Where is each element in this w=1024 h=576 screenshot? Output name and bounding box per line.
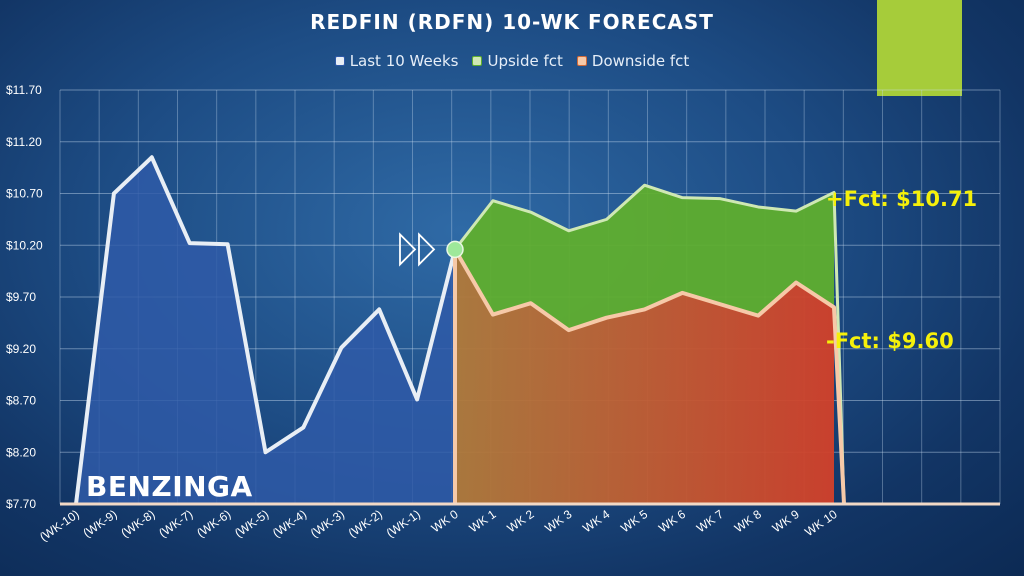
data-point-downside (643, 308, 646, 311)
data-point-downside (719, 303, 722, 306)
data-point-last-10-weeks (302, 426, 305, 429)
data-point-last-10-weeks (112, 192, 115, 195)
data-point-downside (605, 316, 608, 319)
x-tick-label: WK 4 (580, 507, 612, 535)
arrow-icon (418, 232, 436, 267)
legend: Last 10 Weeks Upside fct Downside fct (0, 52, 1024, 70)
y-tick-label: $9.20 (6, 342, 36, 356)
x-tick-label: WK 0 (429, 507, 461, 535)
x-tick-label: WK 1 (467, 507, 499, 535)
data-point-upside (643, 184, 646, 187)
x-tick-label: WK 9 (770, 507, 802, 535)
brand-watermark: BENZINGA (86, 470, 253, 503)
legend-swatch-last-10-weeks (334, 56, 345, 66)
data-point-upside (719, 197, 722, 200)
data-point-last-10-weeks (75, 503, 78, 506)
area-last-10-weeks (76, 157, 455, 504)
legend-swatch-downside (576, 56, 587, 66)
y-tick-label: $11.20 (6, 135, 42, 149)
chart-title: REDFIN (RDFN) 10-WK FORECAST (310, 10, 714, 34)
data-point-downside (529, 302, 532, 305)
data-point-last-10-weeks (188, 242, 191, 245)
data-point-last-10-weeks (264, 451, 267, 454)
legend-item-upside: Upside fct (472, 52, 563, 70)
x-tick-label: (WK-1) (384, 507, 423, 540)
x-tick-label: WK 8 (732, 507, 764, 535)
data-point-upside (529, 211, 532, 214)
accent-box (877, 0, 962, 96)
y-tick-label: $8.70 (6, 394, 36, 408)
y-tick-label: $7.70 (6, 497, 36, 511)
x-tick-label: WK 5 (618, 507, 650, 535)
legend-label-last-10-weeks: Last 10 Weeks (349, 52, 459, 70)
x-tick-label: WK 3 (542, 507, 574, 535)
downside-annotation: -Fct: $9.60 (826, 329, 954, 353)
x-tick-label: WK 10 (802, 507, 840, 539)
line-downside-fct (453, 247, 846, 505)
x-tick-label: (WK-2) (346, 507, 385, 540)
data-point-last-10-weeks (416, 398, 419, 401)
legend-swatch-upside (472, 56, 483, 66)
x-tick-label: (WK-5) (232, 507, 271, 540)
x-tick-label: WK 2 (504, 507, 536, 535)
y-tick-label: $10.20 (6, 238, 43, 252)
data-point-upside (795, 210, 798, 213)
line-last-10-weeks (74, 155, 457, 505)
data-point-downside (681, 291, 684, 294)
line-upside-fct (453, 183, 846, 505)
x-tick-label: (WK-6) (194, 507, 233, 540)
arrow-icon (399, 232, 417, 267)
marker-layer (75, 156, 836, 506)
x-tick-label: (WK-4) (270, 507, 309, 540)
data-point-downside (833, 306, 836, 309)
x-tick-label: WK 7 (694, 507, 726, 535)
data-point-upside (491, 199, 494, 202)
data-point-last-10-weeks (150, 156, 153, 159)
data-point-downside (491, 313, 494, 316)
data-point-downside (757, 314, 760, 317)
data-point-downside (567, 329, 570, 332)
legend-label-downside: Downside fct (591, 52, 690, 70)
data-point-upside (681, 196, 684, 199)
data-point-last-10-weeks (226, 243, 229, 246)
current-price-marker (446, 240, 464, 259)
area-layer (76, 157, 834, 504)
data-point-downside (795, 281, 798, 284)
data-point-upside (567, 229, 570, 232)
x-tick-label: (WK-10) (37, 507, 82, 544)
data-point-last-10-weeks (340, 346, 343, 349)
x-tick-label: (WK-9) (80, 507, 119, 540)
x-tick-label: (WK-7) (156, 507, 195, 540)
y-tick-label: $11.70 (6, 83, 42, 97)
data-point-upside (605, 218, 608, 221)
legend-item-downside: Downside fct (576, 52, 690, 70)
y-tick-label: $8.20 (6, 445, 36, 459)
x-tick-label: (WK-3) (308, 507, 347, 540)
data-point-last-10-weeks (378, 308, 381, 311)
y-tick-label: $10.70 (6, 187, 43, 201)
legend-item-last-10-weeks: Last 10 Weeks (334, 52, 459, 70)
data-point-upside (757, 205, 760, 208)
line-layer (60, 155, 1000, 506)
area-downside-fct (455, 249, 834, 504)
legend-label-upside: Upside fct (487, 52, 563, 70)
upside-annotation: +Fct: $10.71 (826, 187, 978, 211)
x-tick-label: WK 6 (656, 507, 688, 535)
y-tick-label: $9.70 (6, 290, 36, 304)
x-tick-label: (WK-8) (118, 507, 157, 540)
